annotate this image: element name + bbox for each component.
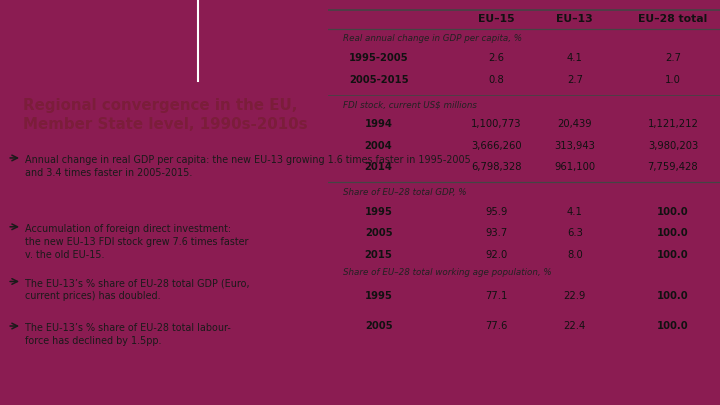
Text: 100.0: 100.0 xyxy=(657,228,689,238)
Text: 2004: 2004 xyxy=(365,141,392,151)
Text: 100.0: 100.0 xyxy=(657,292,689,301)
Text: 7,759,428: 7,759,428 xyxy=(647,162,698,172)
FancyBboxPatch shape xyxy=(582,0,720,83)
Text: 2.6: 2.6 xyxy=(488,53,504,62)
Text: EU–13: EU–13 xyxy=(557,15,593,24)
Text: 8.0: 8.0 xyxy=(567,250,582,260)
Text: 77.1: 77.1 xyxy=(485,292,508,301)
Text: 1.0: 1.0 xyxy=(665,75,681,85)
Text: 1995: 1995 xyxy=(364,207,392,217)
Text: 1994: 1994 xyxy=(364,119,392,129)
Text: 4.1: 4.1 xyxy=(567,53,582,62)
FancyBboxPatch shape xyxy=(328,379,367,405)
Text: 3,980,203: 3,980,203 xyxy=(648,141,698,151)
Text: 2005-2015: 2005-2015 xyxy=(348,75,408,85)
Text: 2014: 2014 xyxy=(364,162,392,172)
FancyBboxPatch shape xyxy=(0,379,22,405)
Text: Share of EU–28 total working age population, %: Share of EU–28 total working age populat… xyxy=(343,268,552,277)
Text: 95.9: 95.9 xyxy=(485,207,508,217)
Text: 100.0: 100.0 xyxy=(657,250,689,260)
Text: Share of EU–28 total GDP, %: Share of EU–28 total GDP, % xyxy=(343,188,467,197)
Text: 6,798,328: 6,798,328 xyxy=(471,162,521,172)
Text: 100.0: 100.0 xyxy=(657,321,689,331)
Text: 961,100: 961,100 xyxy=(554,162,595,172)
Text: 100.0: 100.0 xyxy=(657,207,689,217)
Text: 0.8: 0.8 xyxy=(488,75,504,85)
Text: 3,666,260: 3,666,260 xyxy=(471,141,522,151)
Text: 1,121,212: 1,121,212 xyxy=(647,119,698,129)
Text: Regional convergence in the EU,
Member State level, 1990s-2010s: Regional convergence in the EU, Member S… xyxy=(23,98,307,132)
Text: The EU-13’s % share of EU-28 total labour-
force has declined by 1.5pp.: The EU-13’s % share of EU-28 total labou… xyxy=(24,323,230,346)
Text: 1,100,773: 1,100,773 xyxy=(471,119,521,129)
Text: Annual change in real GDP per capita: the new EU-13 growing 1.6 times faster in : Annual change in real GDP per capita: th… xyxy=(24,155,470,178)
Text: EU–15: EU–15 xyxy=(478,15,515,24)
Text: 1995: 1995 xyxy=(364,292,392,301)
Text: 22.4: 22.4 xyxy=(564,321,586,331)
Text: 4.1: 4.1 xyxy=(567,207,582,217)
Text: 93.7: 93.7 xyxy=(485,228,508,238)
FancyBboxPatch shape xyxy=(0,0,328,83)
Text: 2015: 2015 xyxy=(364,250,392,260)
Text: 77.6: 77.6 xyxy=(485,321,508,331)
Text: Real annual change in GDP per capita, %: Real annual change in GDP per capita, % xyxy=(343,34,523,43)
Text: 2.7: 2.7 xyxy=(567,75,582,85)
Text: 22.9: 22.9 xyxy=(564,292,586,301)
Text: 1995-2005: 1995-2005 xyxy=(348,53,408,62)
Text: EU–28 total: EU–28 total xyxy=(639,15,708,24)
Text: Accumulation of foreign direct investment:
the new EU-13 FDI stock grew 7.6 time: Accumulation of foreign direct investmen… xyxy=(24,224,248,260)
Text: 2005: 2005 xyxy=(365,228,392,238)
Text: 6.3: 6.3 xyxy=(567,228,582,238)
Text: FDI stock, current US$ millions: FDI stock, current US$ millions xyxy=(343,101,477,110)
Text: 92.0: 92.0 xyxy=(485,250,508,260)
Text: 2005: 2005 xyxy=(365,321,392,331)
Text: 2.7: 2.7 xyxy=(665,53,681,62)
Text: The EU-13’s % share of EU-28 total GDP (Euro,
current prices) has doubled.: The EU-13’s % share of EU-28 total GDP (… xyxy=(24,278,249,301)
Text: 313,943: 313,943 xyxy=(554,141,595,151)
Text: 20,439: 20,439 xyxy=(557,119,592,129)
